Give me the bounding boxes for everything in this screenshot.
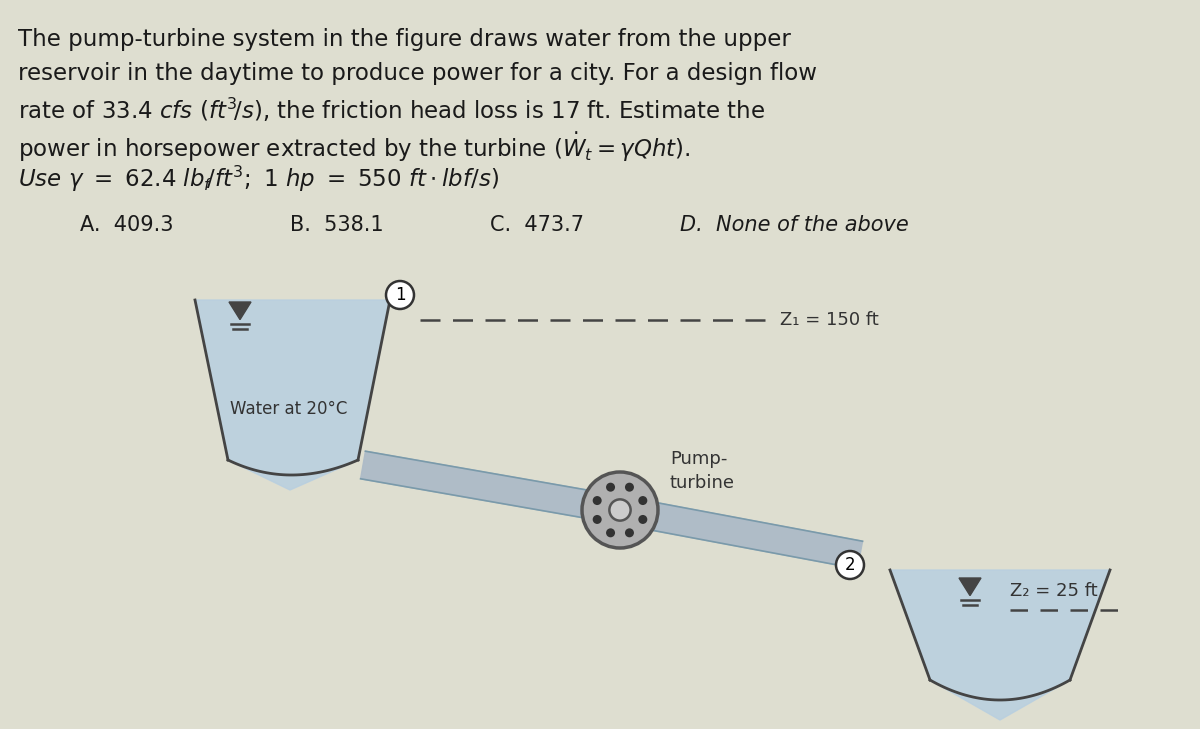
Text: Pump-
turbine: Pump- turbine	[670, 450, 734, 491]
Text: 1: 1	[395, 286, 406, 304]
Circle shape	[625, 483, 634, 491]
Circle shape	[638, 496, 647, 505]
Text: Water at 20°C: Water at 20°C	[230, 400, 347, 418]
Polygon shape	[618, 496, 863, 569]
Circle shape	[582, 472, 658, 548]
Text: B.  538.1: B. 538.1	[290, 215, 384, 235]
Text: 2: 2	[845, 556, 856, 574]
Text: $Use\ \gamma\ =\ 62.4\ lb_f\!/ft^3;\ 1\ hp\ =\ 550\ ft \cdot lbf/s)$: $Use\ \gamma\ =\ 62.4\ lb_f\!/ft^3;\ 1\ …	[18, 164, 499, 194]
Text: C.  473.7: C. 473.7	[490, 215, 584, 235]
Circle shape	[836, 551, 864, 579]
Polygon shape	[890, 570, 1110, 720]
Circle shape	[386, 281, 414, 309]
Text: Z₂ = 25 ft: Z₂ = 25 ft	[1010, 582, 1098, 600]
Text: The pump-turbine system in the figure draws water from the upper: The pump-turbine system in the figure dr…	[18, 28, 791, 51]
Circle shape	[593, 496, 601, 505]
Circle shape	[606, 529, 616, 537]
Polygon shape	[959, 578, 982, 596]
Polygon shape	[194, 300, 390, 490]
Text: Z₁ = 150 ft: Z₁ = 150 ft	[780, 311, 878, 329]
Circle shape	[625, 529, 634, 537]
Polygon shape	[229, 302, 251, 319]
Circle shape	[610, 499, 631, 521]
Text: rate of 33.4 $cfs$ $(ft^3\!/s)$, the friction head loss is 17 ft. Estimate the: rate of 33.4 $cfs$ $(ft^3\!/s)$, the fri…	[18, 96, 766, 124]
Text: power in horsepower extracted by the turbine ($\dot{W}_t = \gamma Qht$).: power in horsepower extracted by the tur…	[18, 130, 691, 164]
Text: A.  409.3: A. 409.3	[80, 215, 174, 235]
Text: D.  None of the above: D. None of the above	[680, 215, 908, 235]
Circle shape	[593, 515, 601, 524]
Circle shape	[638, 515, 647, 524]
Polygon shape	[360, 451, 623, 524]
Text: reservoir in the daytime to produce power for a city. For a design flow: reservoir in the daytime to produce powe…	[18, 62, 817, 85]
Circle shape	[606, 483, 616, 491]
